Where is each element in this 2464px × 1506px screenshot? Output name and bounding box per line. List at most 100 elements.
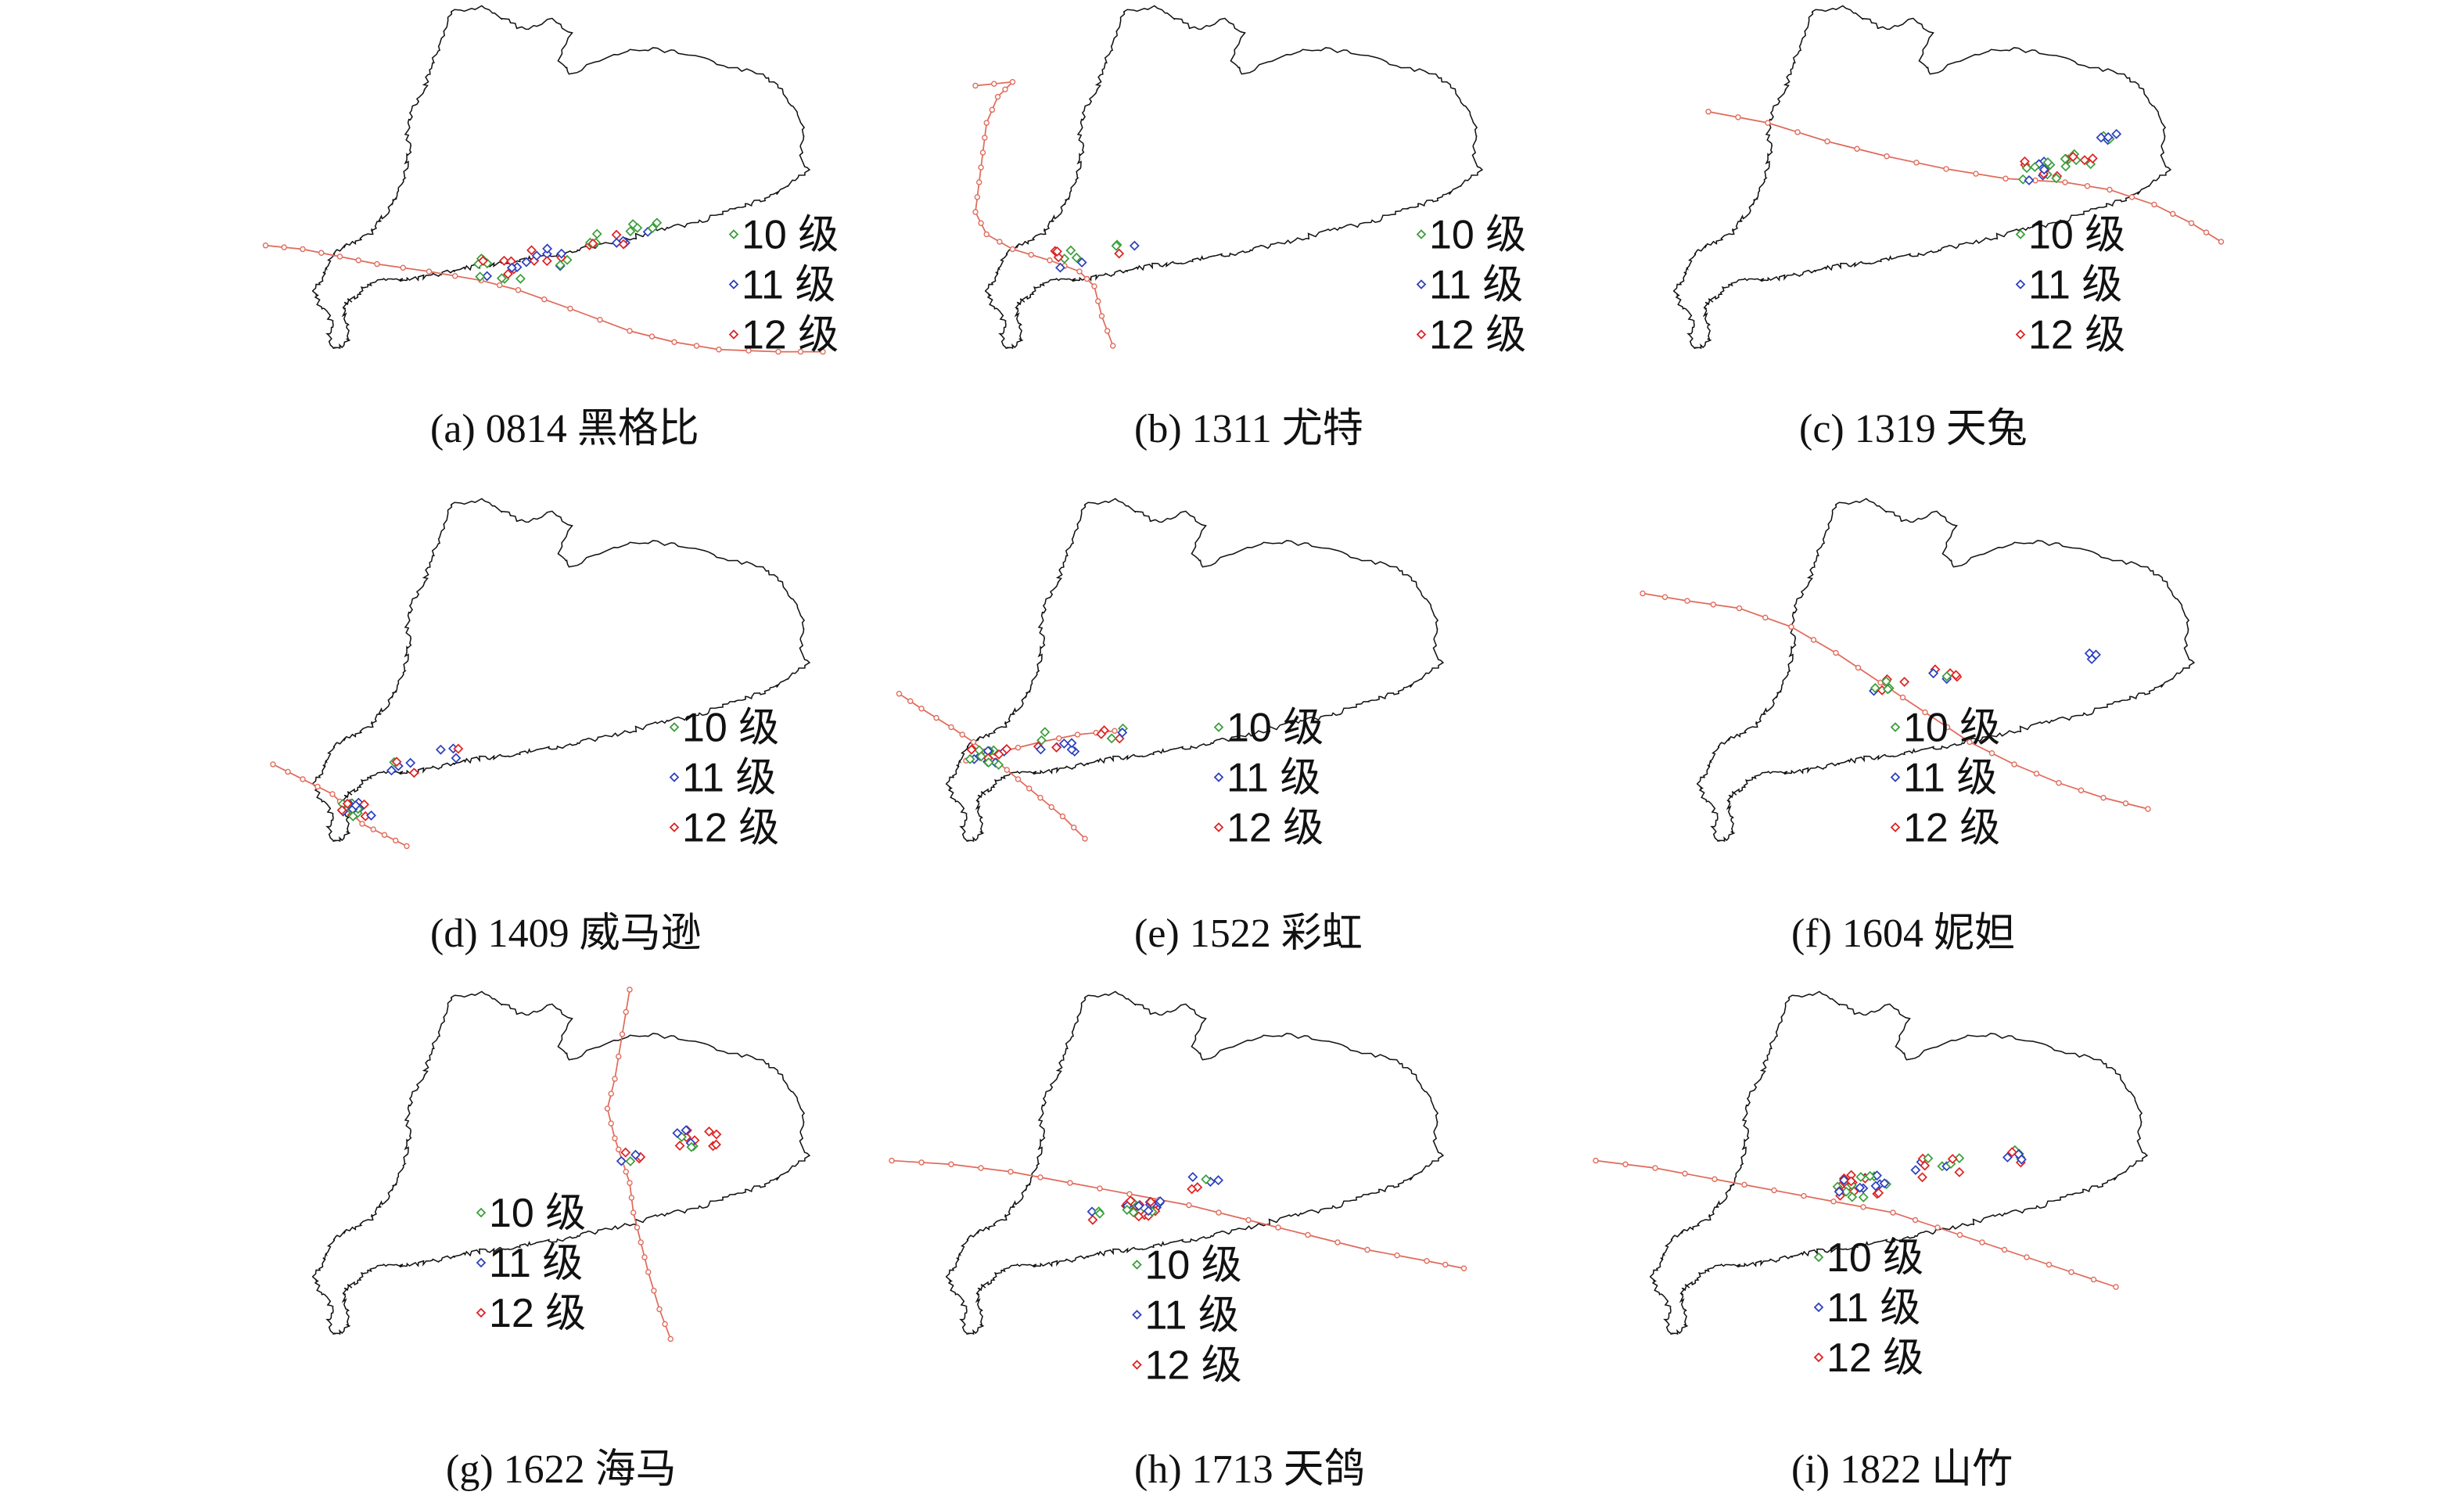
panel-i: 10 级 11 级 12 级 (i) 1822 山竹 [1564,986,2237,1492]
station-marker [366,810,376,821]
track-point [976,179,982,185]
track-point [1801,1192,1807,1199]
track-point [972,82,979,89]
province-boundary [311,990,811,1335]
track-point [1424,1258,1430,1264]
track-point [1890,1209,1896,1216]
legend-marker [1213,822,1224,832]
station-marker [647,223,658,234]
caption-i: (i) 1822 山竹 [1791,1447,2013,1492]
station-marker [1087,1206,1097,1217]
legend-label: 11 级 [1145,1293,1239,1339]
panel-e: 10 级 11 级 12 级 (e) 1522 彩虹 [884,493,1525,956]
station-marker [408,767,419,778]
legend-marker [1416,229,1427,239]
station-marker [711,1139,721,1150]
track-point [2033,771,2040,777]
province-boundary [1696,498,2196,843]
station-marker [632,222,643,233]
station-marker [2016,1154,2027,1165]
legend-marker [1132,1360,1142,1370]
station-marker [542,243,553,254]
track-point [671,339,677,345]
caption-a: (a) 0814 黑格比 [430,407,699,451]
legend-marker [1416,329,1427,340]
track-point [1640,590,1646,597]
station-marker [1928,668,1939,679]
station-marker [2084,648,2095,659]
station-marker [521,257,532,268]
legend-label: 10 级 [2028,213,2125,258]
station-marker [1872,1170,1882,1181]
station-marker [1055,262,1065,273]
panel-c: 10 级 11 级 12 级 (c) 1319 天兔 [1564,0,2237,454]
map-f: 10 级 11 级 12 级 [1640,498,2196,851]
legend-label: 12 级 [1429,313,1526,358]
caption-d: (d) 1409 威马逊 [430,911,702,956]
track-point [994,94,1001,100]
legend-marker [2015,229,2026,239]
station-marker [531,250,542,261]
track-point [426,268,433,275]
track-point [608,1120,614,1127]
track-point [1364,1246,1370,1253]
legend-marker [1416,279,1427,289]
track-point [983,231,990,238]
map-layer [270,498,811,850]
track-point [1037,1174,1043,1181]
track-point [1037,795,1043,801]
station-marker [2111,128,2122,139]
track-point [1048,803,1054,811]
track-point [1275,1224,1281,1231]
station-marker [2029,162,2040,172]
map-layer [972,5,1484,350]
legend: 10 级 11 级 12 级 [1890,706,2000,851]
track-point [645,1269,652,1275]
legend-label: 10 级 [1145,1243,1242,1289]
track-point [1956,1231,1963,1238]
station-marker [611,229,622,240]
station-marker [1845,1176,1856,1187]
station-marker [436,744,446,755]
station-marker [2060,161,2071,172]
track-point [355,257,361,264]
map-d: 10 级 11 级 12 级 [270,498,811,851]
station-marker [711,1129,722,1140]
map-layer [889,990,1467,1335]
track-point [1028,251,1034,258]
legend-marker [476,1307,487,1318]
station-marker [1855,1172,1866,1182]
track-point [2113,1284,2119,1290]
track-point [400,264,406,271]
legend-marker [1213,772,1224,782]
caption-f: (f) 1604 妮妲 [1791,911,2015,956]
station-marker [453,743,464,754]
station-marker [686,1141,697,1152]
track-point [1684,598,1690,604]
track-point [628,1195,635,1201]
track-point [1824,138,1830,145]
legend-label: 12 级 [742,313,839,358]
legend-marker [1213,722,1224,732]
track-point [820,348,826,355]
track-point [1833,649,1839,656]
station-marker [1133,1211,1144,1222]
station-marker [2024,175,2035,185]
track-point [336,253,343,260]
track-point [1305,1231,1311,1238]
track-point [1661,594,1668,600]
track-point [1765,120,1771,126]
legend-label: 11 级 [1903,756,1997,801]
station-marker [1071,252,1082,263]
track-point [300,246,306,253]
caption-c: (c) 1319 天兔 [1799,407,2028,451]
station-marker [347,811,358,821]
track-point [970,739,977,746]
station-marker [1192,1182,1203,1193]
track-point [1216,1209,1222,1216]
track-point [1067,1180,1073,1186]
track-point [1934,1224,1941,1231]
province-boundary [945,498,1445,843]
track-point [2068,1269,2074,1275]
track-point [1334,1239,1341,1245]
